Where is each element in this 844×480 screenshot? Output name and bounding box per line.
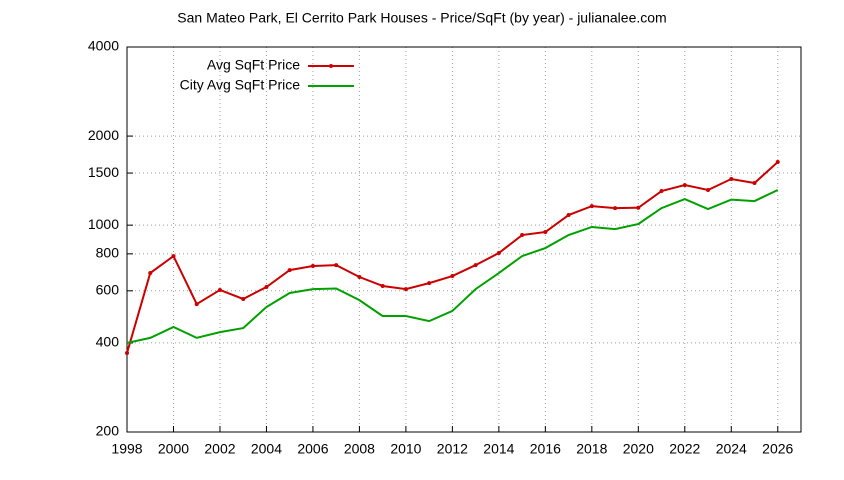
series-line (126, 189, 779, 344)
point (125, 350, 129, 355)
y-tick-label: 2000 (88, 127, 119, 143)
y-tick-label: 4000 (88, 38, 119, 54)
series-line (126, 161, 779, 354)
point (357, 275, 362, 280)
point (775, 160, 780, 165)
point (334, 263, 339, 268)
point (427, 281, 432, 286)
point (729, 177, 734, 182)
point (496, 251, 501, 256)
x-tick-label: 2012 (437, 441, 468, 457)
point (194, 302, 199, 307)
legend-label: City Avg SqFt Price (180, 77, 301, 93)
point (380, 283, 385, 288)
point (752, 181, 757, 186)
y-tick-label: 1500 (88, 164, 119, 180)
x-tick-label: 2004 (251, 441, 282, 457)
legend-label: Avg SqFt Price (207, 57, 300, 73)
point (473, 263, 478, 268)
point (659, 189, 664, 194)
point (613, 206, 618, 211)
legend-marker (329, 64, 333, 68)
x-tick-label: 2026 (762, 441, 793, 457)
x-tick-label: 2002 (204, 441, 235, 457)
point (566, 213, 571, 218)
x-tick-label: 2006 (297, 441, 328, 457)
x-tick-label: 2000 (158, 441, 189, 457)
point (217, 287, 222, 292)
x-tick-label: 2008 (344, 441, 375, 457)
point (403, 287, 408, 292)
y-tick-label: 200 (96, 423, 120, 439)
point (450, 274, 455, 279)
x-tick-label: 2010 (390, 441, 421, 457)
y-tick-label: 600 (96, 282, 120, 298)
point (171, 254, 176, 259)
x-tick-label: 2020 (623, 441, 654, 457)
point (241, 296, 246, 301)
chart-title: San Mateo Park, El Cerrito Park Houses -… (177, 10, 666, 26)
point (636, 205, 641, 210)
x-tick-label: 2018 (576, 441, 607, 457)
point (310, 263, 315, 268)
plot-frame (126, 46, 802, 433)
point (264, 285, 269, 290)
x-tick-label: 2016 (530, 441, 561, 457)
x-tick-label: 2022 (669, 441, 700, 457)
x-tick-label: 2014 (483, 441, 514, 457)
point (682, 183, 687, 188)
point (589, 204, 594, 209)
point (148, 271, 153, 276)
y-tick-label: 800 (96, 245, 120, 261)
y-tick-label: 400 (96, 334, 120, 350)
point (520, 233, 525, 238)
point (706, 187, 711, 192)
point (287, 268, 292, 273)
x-tick-label: 1998 (111, 441, 142, 457)
x-tick-label: 2024 (716, 441, 747, 457)
y-tick-label: 1000 (88, 216, 119, 232)
point (543, 230, 548, 235)
